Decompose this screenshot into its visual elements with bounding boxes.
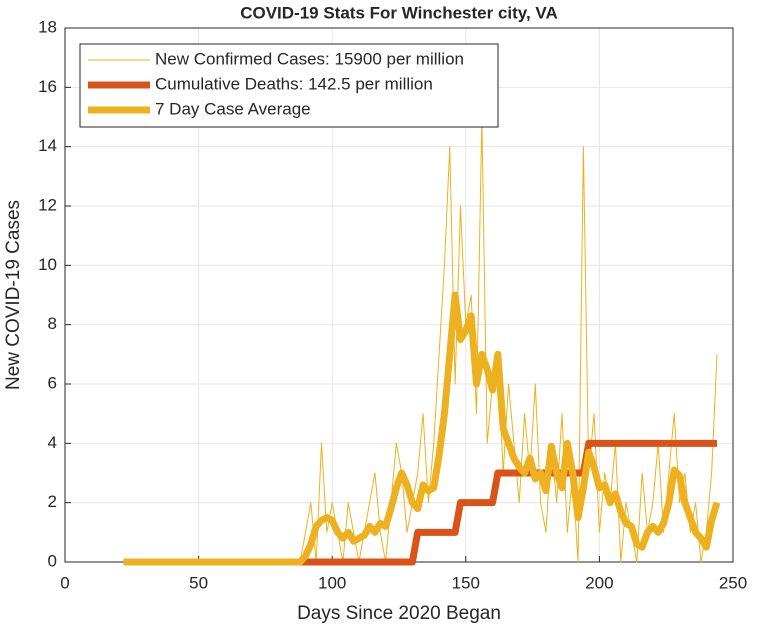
legend-label: Cumulative Deaths: 142.5 per million	[155, 74, 433, 93]
series-line	[123, 291, 721, 566]
y-axis-label: New COVID-19 Cases	[3, 200, 24, 390]
y-tick-label: 14	[38, 136, 57, 155]
x-tick-label: 250	[719, 573, 747, 592]
legend-label: New Confirmed Cases: 15900 per million	[155, 49, 464, 68]
x-tick-label: 50	[189, 573, 208, 592]
y-tick-label: 12	[38, 195, 57, 214]
y-tick-label: 10	[38, 255, 57, 274]
x-axis-label: Days Since 2020 Began	[297, 603, 501, 624]
x-tick-label: 200	[585, 573, 613, 592]
x-tick-label: 100	[318, 573, 346, 592]
y-tick-label: 6	[48, 373, 57, 392]
y-tick-label: 4	[48, 433, 57, 452]
chart-title: COVID-19 Stats For Winchester city, VA	[240, 3, 558, 22]
y-tick-label: 16	[38, 77, 57, 96]
y-tick-label: 18	[38, 17, 57, 36]
y-tick-label: 0	[48, 551, 57, 570]
x-tick-label: 150	[452, 573, 480, 592]
x-tick-label: 0	[60, 573, 69, 592]
y-tick-label: 2	[48, 492, 57, 511]
legend-label: 7 Day Case Average	[155, 99, 311, 118]
y-tick-label: 8	[48, 314, 57, 333]
